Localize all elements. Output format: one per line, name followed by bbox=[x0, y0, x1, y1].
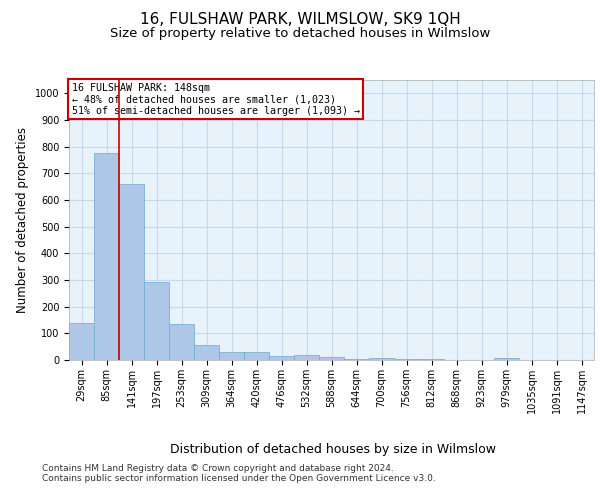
Bar bbox=[94, 152, 119, 360]
Bar bbox=[394, 359, 419, 360]
Bar bbox=[244, 352, 269, 360]
Text: 16 FULSHAW PARK: 148sqm
← 48% of detached houses are smaller (1,023)
51% of semi: 16 FULSHAW PARK: 148sqm ← 48% of detache… bbox=[71, 83, 359, 116]
Bar bbox=[369, 358, 394, 360]
Text: Distribution of detached houses by size in Wilmslow: Distribution of detached houses by size … bbox=[170, 442, 496, 456]
Bar bbox=[294, 354, 319, 360]
Bar bbox=[194, 345, 219, 360]
Bar bbox=[419, 358, 444, 360]
Bar bbox=[169, 324, 194, 360]
Y-axis label: Number of detached properties: Number of detached properties bbox=[16, 127, 29, 313]
Text: 16, FULSHAW PARK, WILMSLOW, SK9 1QH: 16, FULSHAW PARK, WILMSLOW, SK9 1QH bbox=[140, 12, 460, 28]
Bar bbox=[69, 322, 94, 360]
Bar bbox=[219, 352, 244, 360]
Bar bbox=[319, 358, 344, 360]
Text: Contains public sector information licensed under the Open Government Licence v3: Contains public sector information licen… bbox=[42, 474, 436, 483]
Bar bbox=[344, 358, 369, 360]
Bar bbox=[494, 358, 519, 360]
Text: Contains HM Land Registry data © Crown copyright and database right 2024.: Contains HM Land Registry data © Crown c… bbox=[42, 464, 394, 473]
Bar bbox=[269, 356, 294, 360]
Bar bbox=[144, 282, 169, 360]
Bar bbox=[119, 184, 144, 360]
Text: Size of property relative to detached houses in Wilmslow: Size of property relative to detached ho… bbox=[110, 26, 490, 40]
